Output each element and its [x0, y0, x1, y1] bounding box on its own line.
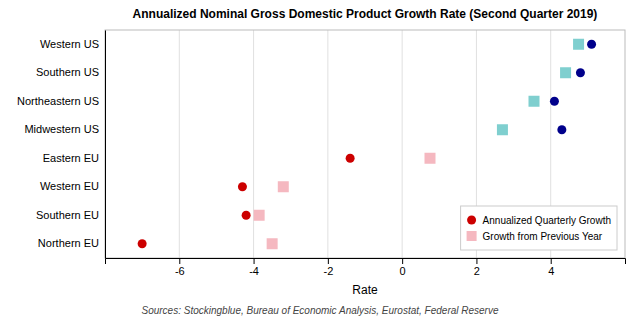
dot-marker [550, 97, 559, 106]
tick: Northern EU [38, 237, 99, 249]
dot-marker [557, 125, 566, 134]
chart-svg: -6 -4 -2 0 2 4 Northern EU Southern EU Western E… [0, 0, 640, 320]
x-axis: -6 -4 -2 0 2 4 [106, 258, 626, 277]
grid-line [402, 30, 403, 258]
tick-label: 0 [400, 265, 406, 277]
legend-box [461, 206, 617, 250]
tick-label: Southern US [36, 66, 99, 78]
dot-marker [238, 182, 247, 191]
tick-label: Eastern EU [43, 152, 99, 164]
title: Annualized Nominal Gross Domestic Produc… [133, 7, 598, 21]
tick-label: Western US [40, 38, 99, 50]
axis-line [105, 31, 106, 259]
x-axis-label: Rate [352, 283, 378, 297]
tick: 0 [400, 258, 406, 277]
axis-line [106, 259, 626, 265]
tick-mark [254, 258, 255, 264]
square-marker [573, 39, 584, 50]
tick: Western EU [40, 180, 99, 192]
legend: Annualized Quarterly Growth Growth from P… [461, 206, 617, 250]
square-marker [267, 238, 278, 249]
tick-label: 2 [474, 265, 480, 277]
square-marker [497, 124, 508, 135]
dot-marker [138, 239, 147, 248]
tick-mark [328, 258, 329, 264]
legend-label: Growth from Previous Year [483, 231, 603, 242]
tick: 4 [548, 258, 554, 277]
y-axis: Northern EU Southern EU Western EU Eastern … [17, 31, 105, 259]
tick-mark [551, 258, 552, 264]
tick-label: -2 [323, 265, 333, 277]
square-marker [425, 153, 436, 164]
tick: Southern EU [36, 209, 99, 221]
tick: Western US [40, 38, 99, 50]
grid-line [327, 30, 328, 258]
square-marker [278, 181, 289, 192]
tick-label: Midwestern US [24, 123, 99, 135]
grid-line [179, 30, 180, 258]
square-marker [529, 96, 540, 107]
tick: Southern US [36, 66, 99, 78]
grid-line [253, 30, 254, 258]
dot-marker [576, 68, 585, 77]
source: Sources: Stockingblue, Bureau of Economi… [141, 305, 498, 316]
tick-label: 4 [548, 265, 554, 277]
tick: Northeastern US [17, 95, 99, 107]
tick-label: Northeastern US [17, 95, 99, 107]
plot-frame [105, 30, 625, 258]
tick-label: Northern EU [38, 237, 99, 249]
tick-label: Western EU [40, 180, 99, 192]
square-marker [560, 67, 571, 78]
dot-marker [346, 154, 355, 163]
tick-label: -6 [175, 265, 185, 277]
tick: -4 [249, 258, 259, 277]
tick-mark [179, 258, 180, 264]
legend-symbol [467, 231, 477, 241]
legend-symbol [467, 216, 476, 225]
tick-mark [402, 258, 403, 264]
dot-marker [242, 211, 251, 220]
tick: -2 [323, 258, 333, 277]
legend-label: Annualized Quarterly Growth [483, 215, 611, 226]
tick: 2 [474, 258, 480, 277]
tick-label: -4 [249, 265, 259, 277]
dot-marker [587, 40, 596, 49]
square-marker [254, 210, 265, 221]
tick: Midwestern US [24, 123, 99, 135]
tick: Eastern EU [43, 152, 99, 164]
tick: -6 [175, 258, 185, 277]
tick-label: Southern EU [36, 209, 99, 221]
chart-container: -6 -4 -2 0 2 4 Northern EU Southern EU Western E… [0, 0, 640, 320]
tick-mark [476, 258, 477, 264]
